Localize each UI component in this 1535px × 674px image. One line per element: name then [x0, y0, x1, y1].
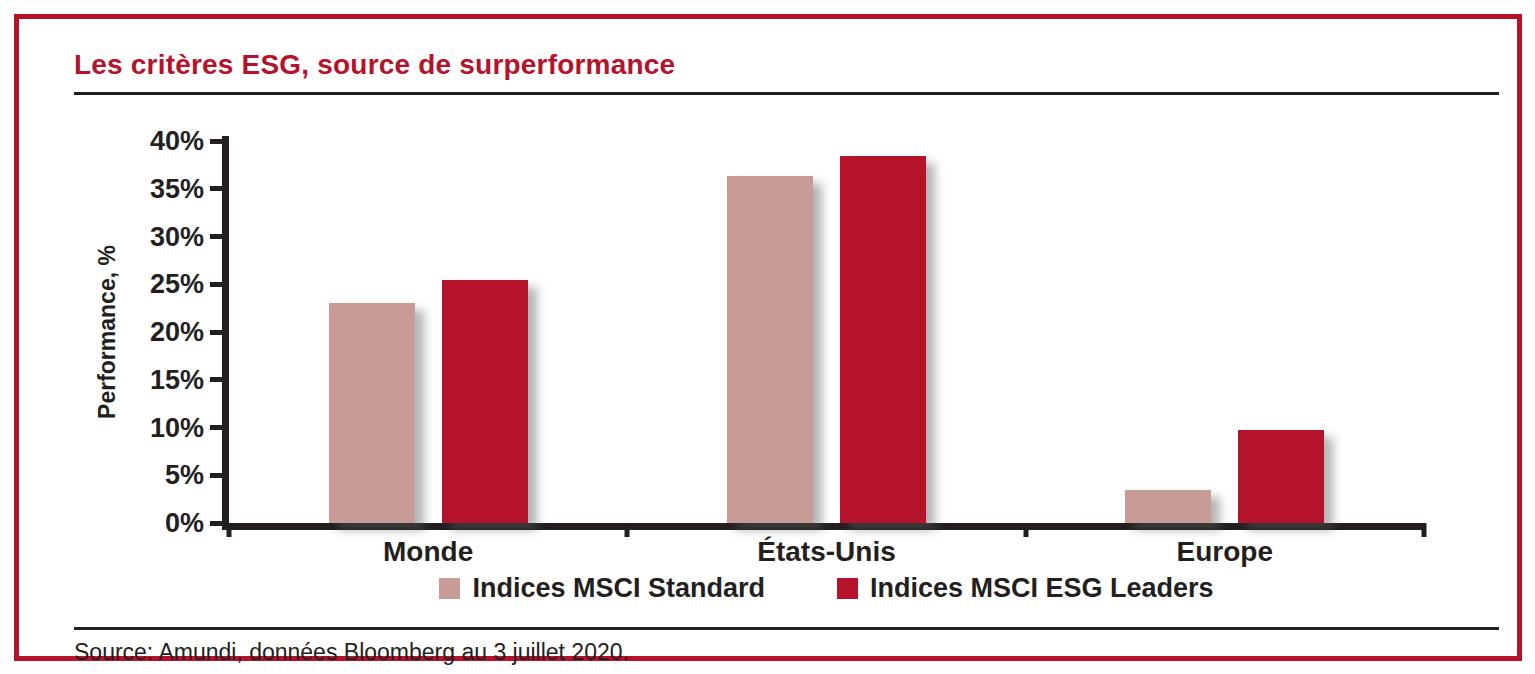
chart-frame: Les critères ESG, source de surperforman… [14, 14, 1522, 661]
bar-standard-1 [727, 176, 813, 523]
y-axis-tick-label: 20% [99, 319, 204, 346]
y-axis-tick-label: 0% [99, 510, 204, 537]
bar-standard-0 [329, 303, 415, 523]
y-axis-tick-label: 5% [99, 462, 204, 489]
category-label-2: Europe [1065, 536, 1385, 568]
x-axis-tick [1023, 523, 1028, 537]
y-axis-tick-label: 10% [99, 414, 204, 441]
bar-esg-leaders-2 [1238, 430, 1324, 523]
y-axis-tick [210, 234, 222, 239]
x-axis-tick [1422, 523, 1427, 537]
y-axis-line [222, 136, 229, 530]
y-axis-tick-label: 30% [99, 223, 204, 250]
y-axis-tick [210, 330, 222, 335]
y-axis-tick [210, 282, 222, 287]
plot-area: 0%5%10%15%20%25%30%35%40%MondeÉtats-Unis… [229, 141, 1424, 523]
chart-legend: Indices MSCI Standard Indices MSCI ESG Le… [229, 575, 1424, 602]
y-axis-tick-label: 15% [99, 366, 204, 393]
bar-esg-leaders-0 [442, 280, 528, 523]
y-axis-tick-label: 25% [99, 271, 204, 298]
y-axis-tick [210, 521, 222, 526]
source-note: Source: Amundi, données Bloomberg au 3 j… [74, 639, 629, 666]
legend-swatch-icon [439, 578, 460, 599]
y-axis-tick [210, 473, 222, 478]
x-axis-line [222, 523, 1424, 530]
bar-esg-leaders-1 [840, 156, 926, 523]
y-axis-tick-label: 40% [99, 128, 204, 155]
legend-item-label: Indices MSCI ESG Leaders [870, 575, 1214, 602]
category-label-0: Monde [268, 536, 588, 568]
legend-item-label: Indices MSCI Standard [472, 575, 765, 602]
page-title: Les critères ESG, source de surperforman… [74, 49, 675, 81]
legend-item-standard: Indices MSCI Standard [439, 575, 765, 602]
y-axis-tick [210, 139, 222, 144]
y-axis-tick [210, 186, 222, 191]
legend-item-esg-leaders: Indices MSCI ESG Leaders [837, 575, 1214, 602]
y-axis-tick [210, 377, 222, 382]
legend-swatch-icon [837, 578, 858, 599]
x-axis-tick [227, 523, 232, 537]
y-axis-tick [210, 425, 222, 430]
source-divider [74, 627, 1499, 630]
bar-standard-2 [1125, 490, 1211, 523]
title-divider [74, 92, 1499, 95]
y-axis-tick-label: 35% [99, 175, 204, 202]
x-axis-tick [625, 523, 630, 537]
category-label-1: États-Unis [667, 536, 987, 568]
